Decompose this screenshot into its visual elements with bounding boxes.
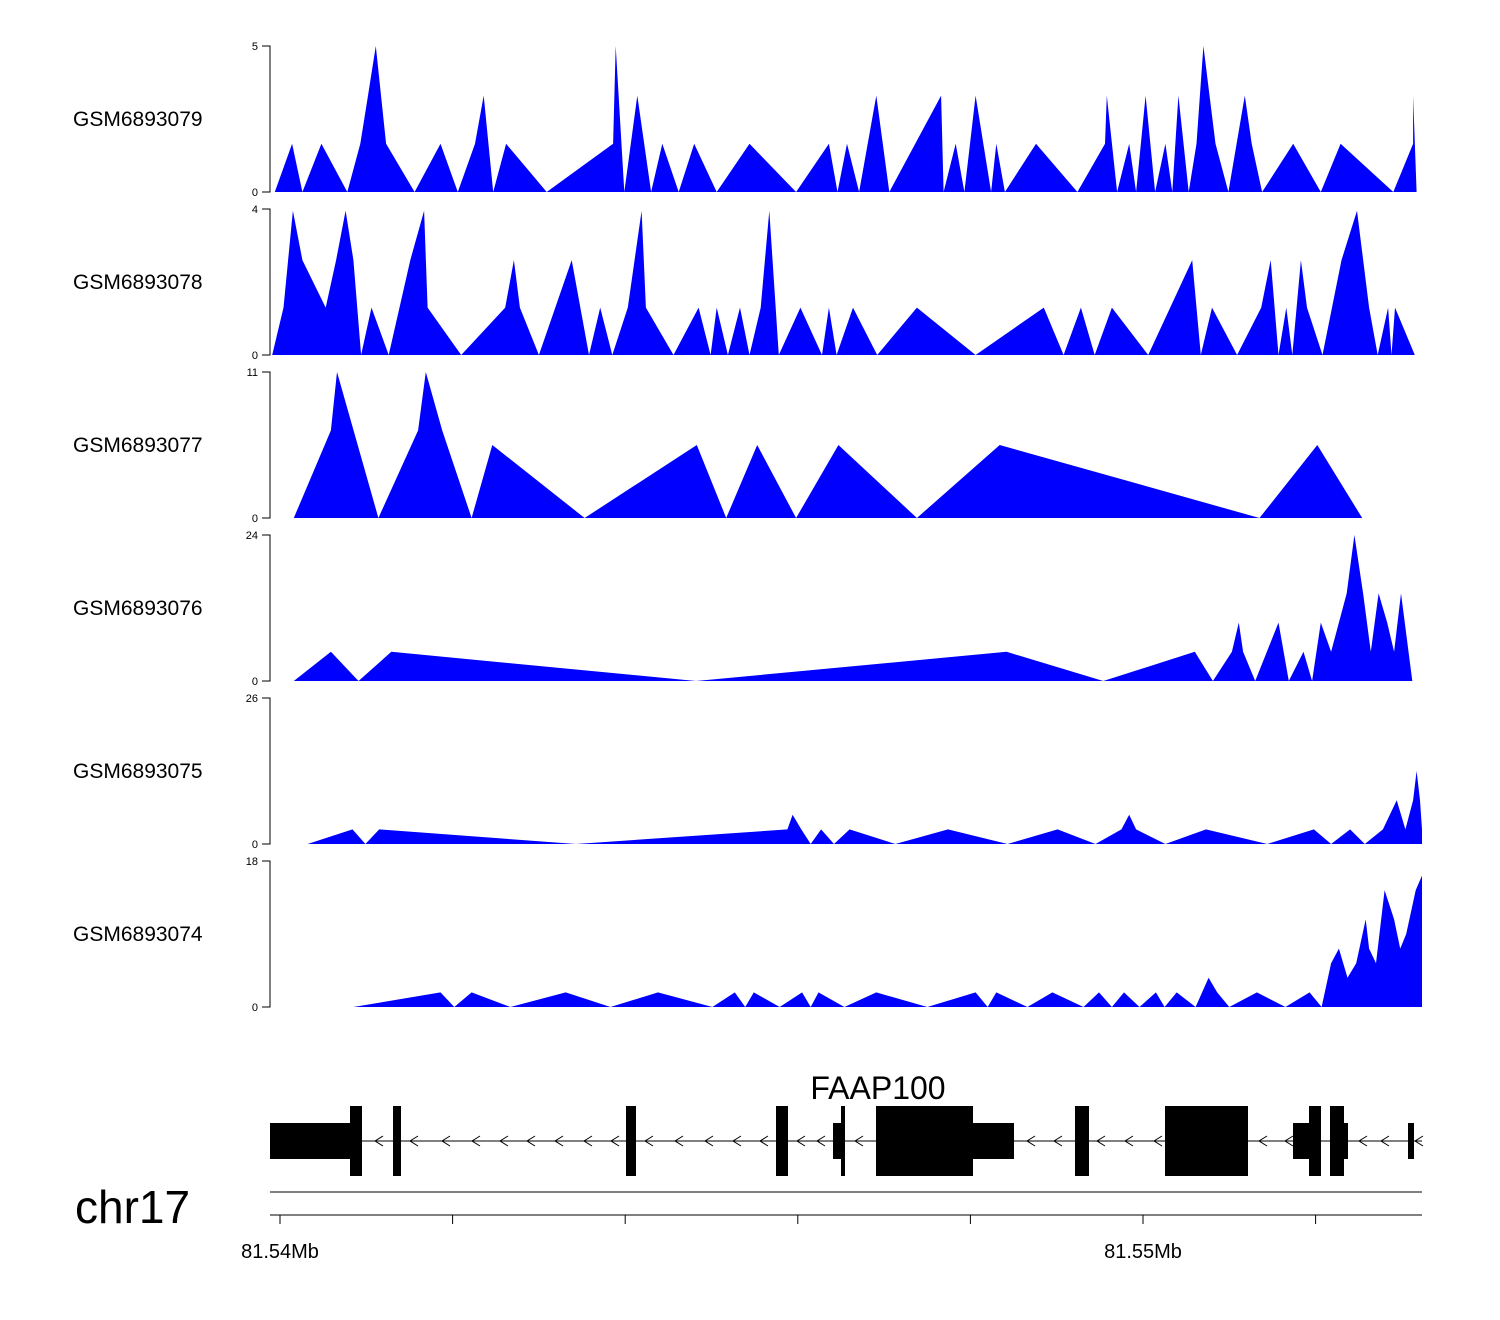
strand-arrow [854, 1135, 864, 1147]
exon [1330, 1106, 1344, 1176]
exon [1165, 1106, 1248, 1176]
strand-arrow [816, 1135, 826, 1147]
coverage-area [353, 861, 1422, 1007]
y-tick-label-min: 0 [252, 350, 258, 362]
strand-arrow [554, 1135, 564, 1147]
strand-arrow [1414, 1135, 1424, 1147]
strand-arrow [674, 1135, 684, 1147]
strand-arrow [1053, 1135, 1063, 1147]
y-tick-label-max: 11 [247, 367, 258, 379]
track-label: GSM6893079 [73, 108, 203, 131]
exon [833, 1123, 841, 1159]
chromosome-label: chr17 [75, 1181, 190, 1233]
y-tick-label-min: 0 [252, 839, 258, 851]
strand-arrow [583, 1135, 593, 1147]
exon [1075, 1106, 1089, 1176]
strand-arrow [732, 1135, 742, 1147]
coverage-area [293, 535, 1413, 681]
exon [1309, 1106, 1321, 1176]
coverage-area [307, 698, 1423, 844]
strand-arrow [499, 1135, 509, 1147]
exon [1293, 1123, 1309, 1159]
y-tick-label-max: 18 [246, 856, 258, 868]
strand-arrow [610, 1135, 620, 1147]
y-tick-label-min: 0 [252, 1002, 258, 1014]
exon [350, 1106, 362, 1176]
track-label: GSM6893075 [73, 760, 203, 783]
exon [841, 1106, 845, 1176]
track-GSM6893077: GSM6893077 11 0 [73, 367, 1363, 525]
strand-arrow [526, 1135, 536, 1147]
y-tick-label-min: 0 [252, 676, 258, 688]
gene-track: FAAP100 [270, 1070, 1424, 1176]
y-tick-label-min: 0 [252, 187, 258, 199]
track-label: GSM6893078 [73, 271, 203, 294]
y-tick-label-min: 0 [252, 513, 258, 525]
strand-arrow [1284, 1135, 1294, 1147]
track-label: GSM6893076 [73, 597, 203, 620]
strand-arrow [1358, 1135, 1368, 1147]
track-GSM6893074: GSM6893074 18 0 [73, 856, 1422, 1014]
track-GSM6893079: GSM6893079 5 0 [73, 41, 1417, 199]
track-GSM6893076: GSM6893076 24 0 [73, 530, 1413, 688]
exon [776, 1106, 788, 1176]
x-tick-label: 81.55Mb [1104, 1241, 1182, 1263]
coverage-area [293, 372, 1363, 518]
track-label: GSM6893077 [73, 434, 203, 457]
strand-arrow [759, 1135, 769, 1147]
strand-arrow [1258, 1135, 1268, 1147]
genome-axis: chr17 81.54Mb 81.55Mb [75, 1181, 1422, 1263]
strand-arrow [796, 1135, 806, 1147]
track-label: GSM6893074 [73, 923, 203, 946]
y-axis [262, 860, 271, 1008]
coverage-area [272, 210, 1415, 355]
y-axis [262, 371, 271, 519]
y-tick-label-max: 24 [246, 530, 258, 542]
y-axis [262, 697, 271, 845]
gene-label: FAAP100 [810, 1070, 945, 1106]
strand-arrow [471, 1135, 481, 1147]
strand-arrow [704, 1135, 714, 1147]
strand-arrow [1026, 1135, 1036, 1147]
exon [876, 1106, 973, 1176]
y-axis [262, 45, 271, 193]
y-axis [262, 208, 271, 356]
strand-arrow [374, 1135, 384, 1147]
strand-arrow [1124, 1135, 1134, 1147]
strand-arrow [1380, 1135, 1390, 1147]
coverage-area [274, 46, 1417, 192]
x-tick-label: 81.54Mb [241, 1241, 319, 1263]
exon [973, 1123, 1014, 1159]
strand-arrow [409, 1135, 419, 1147]
exon [270, 1123, 352, 1159]
strand-arrow [1096, 1135, 1106, 1147]
exon [1344, 1123, 1348, 1159]
exon [393, 1106, 401, 1176]
track-GSM6893078: GSM6893078 4 0 [73, 204, 1415, 362]
exon [1408, 1123, 1414, 1159]
strand-arrow [1153, 1135, 1163, 1147]
track-GSM6893075: GSM6893075 26 0 [73, 693, 1423, 851]
strand-arrow [644, 1135, 654, 1147]
strand-arrow [441, 1135, 451, 1147]
y-tick-label-max: 26 [246, 693, 258, 705]
data-tracks: GSM689307950GSM689307840GSM6893077110GSM… [73, 41, 1423, 1014]
y-axis [262, 534, 271, 682]
y-tick-label-max: 5 [252, 41, 258, 53]
exon [626, 1106, 636, 1176]
y-tick-label-max: 4 [252, 204, 258, 216]
